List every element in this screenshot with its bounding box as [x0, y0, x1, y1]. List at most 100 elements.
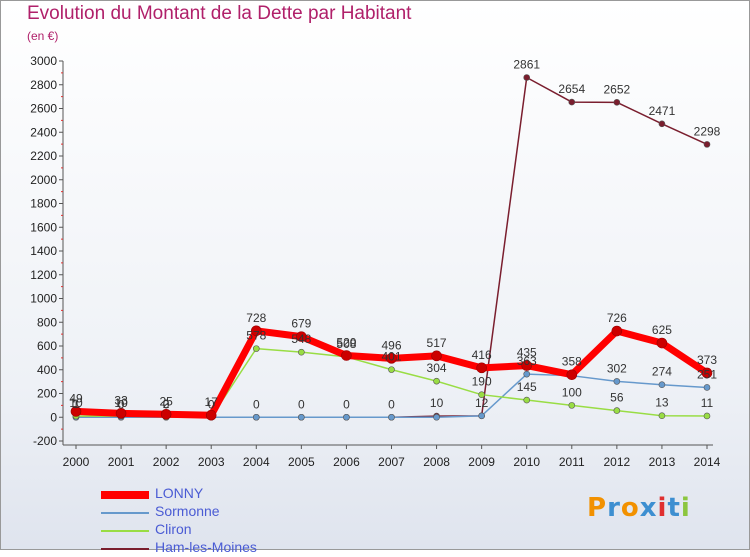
data-label: 33 [114, 393, 128, 407]
data-label: 2471 [649, 104, 676, 118]
data-label: 520 [336, 336, 356, 350]
data-point [478, 391, 485, 398]
data-label: 25 [159, 394, 173, 408]
data-point [478, 412, 485, 420]
data-point [296, 331, 307, 342]
data-label: 10 [69, 396, 83, 410]
x-tick-label: 2006 [333, 455, 360, 469]
data-point [386, 353, 397, 364]
data-label: 1 [73, 397, 80, 411]
data-point [250, 325, 262, 337]
data-point [523, 74, 531, 81]
y-tick-label: 2000 [30, 173, 57, 187]
data-point [160, 408, 172, 420]
y-tick-label: 2600 [30, 102, 57, 116]
logo-letter: i [680, 493, 691, 523]
data-label: 435 [517, 346, 537, 360]
legend-label: Ham-les-Moines [155, 539, 257, 555]
data-label: 302 [607, 361, 627, 375]
legend-swatch [101, 512, 149, 514]
data-label: 625 [652, 323, 672, 337]
y-tick-label: 600 [37, 339, 57, 353]
data-label: 0 [388, 397, 395, 411]
x-tick-label: 2000 [63, 455, 90, 469]
x-tick-label: 2011 [559, 455, 585, 469]
data-label: 251 [697, 367, 717, 381]
x-tick-label: 2010 [513, 455, 540, 469]
data-point [115, 408, 127, 419]
legend-label: LONNY [155, 485, 204, 501]
data-point [205, 409, 217, 421]
data-point [252, 345, 260, 352]
data-point [613, 378, 621, 385]
data-label: 508 [336, 337, 356, 351]
data-point [703, 384, 711, 391]
data-point [70, 406, 82, 417]
data-point [613, 99, 621, 106]
data-label: 679 [291, 317, 311, 331]
data-label: 2861 [513, 58, 540, 72]
data-label: 2 [163, 397, 170, 411]
legend-label: Sormonne [155, 503, 220, 519]
logo-letter: r [607, 493, 621, 523]
data-point [433, 377, 440, 385]
data-label: 10 [430, 396, 444, 410]
data-label: 728 [246, 311, 266, 325]
logo-letter: P [587, 493, 608, 523]
logo-letter: o [620, 493, 640, 523]
data-label: 726 [607, 311, 627, 325]
data-point [341, 350, 352, 361]
chart-title: Evolution du Montant de la Dette par Hab… [27, 3, 412, 24]
logo-letter: x [639, 493, 658, 523]
data-point [523, 396, 531, 404]
data-label: 517 [427, 336, 447, 350]
y-tick-label: 800 [37, 315, 57, 329]
y-tick-label: 2800 [30, 78, 57, 92]
y-tick-label: 1400 [30, 244, 57, 258]
legend-swatch [101, 548, 149, 550]
data-label: 0 [208, 397, 215, 411]
y-tick-label: 1600 [30, 220, 57, 234]
data-point [658, 381, 666, 389]
data-label: 100 [562, 385, 582, 399]
data-label: 56 [610, 391, 624, 405]
x-tick-label: 2009 [468, 455, 495, 469]
data-point [701, 367, 713, 379]
data-label: 13 [655, 396, 669, 410]
legend-label: Cliron [155, 521, 192, 537]
data-label: 373 [697, 353, 717, 367]
data-label: 578 [246, 329, 266, 343]
legend-swatch [101, 530, 149, 532]
data-point [611, 325, 623, 337]
data-point [298, 348, 305, 356]
data-label: 496 [381, 338, 401, 352]
y-tick-label: 2400 [30, 125, 57, 139]
x-tick-label: 2012 [604, 455, 631, 469]
y-tick-label: 3000 [30, 54, 57, 68]
x-tick-label: 2007 [378, 455, 405, 469]
chart-subtitle: (en €) [27, 29, 59, 43]
data-label: 416 [472, 348, 492, 362]
data-point [703, 141, 711, 148]
x-tick-label: 2014 [694, 455, 721, 469]
data-point [521, 360, 533, 371]
data-label: 548 [291, 332, 311, 346]
data-label: 0 [343, 397, 350, 411]
data-label: 0 [163, 397, 170, 411]
data-point [566, 369, 578, 381]
y-tick-label: 200 [37, 387, 57, 401]
y-tick-label: 0 [50, 410, 57, 424]
data-label: 2654 [558, 82, 585, 96]
data-label: 11 [701, 396, 714, 410]
data-label: 304 [427, 361, 447, 375]
data-label: 401 [381, 350, 401, 364]
data-label: 363 [517, 354, 537, 368]
data-point [431, 350, 442, 362]
data-label: 0 [118, 397, 125, 411]
data-label: 10 [114, 396, 128, 410]
x-tick-label: 2002 [153, 455, 180, 469]
x-tick-label: 2004 [243, 455, 270, 469]
data-label: 2298 [694, 124, 721, 138]
data-label: 358 [562, 355, 582, 369]
